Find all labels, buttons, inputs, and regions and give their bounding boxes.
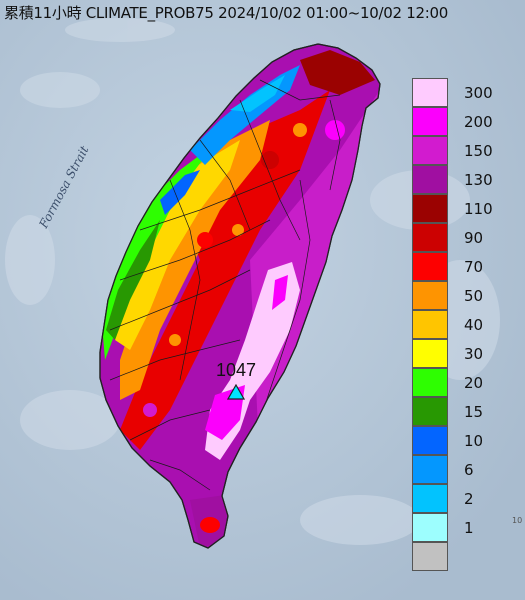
legend-swatch-none	[412, 542, 448, 571]
rainfall-zones	[100, 50, 380, 548]
legend-label-150: 150	[464, 142, 493, 160]
legend-swatch-50	[412, 281, 448, 310]
legend-label-300: 300	[464, 84, 493, 102]
legend-swatch-110	[412, 194, 448, 223]
max-location-marker-icon	[227, 384, 245, 400]
legend-label-1: 1	[464, 519, 474, 537]
legend-swatch-15	[412, 397, 448, 426]
legend-label-10: 10	[464, 432, 484, 450]
legend-label-30: 30	[464, 345, 484, 363]
edge-tag: 10	[512, 516, 523, 525]
max-value-label: 1047	[216, 360, 257, 380]
legend-label-6: 6	[464, 461, 474, 479]
legend-swatch-130	[412, 165, 448, 194]
legend-swatch-70	[412, 252, 448, 281]
legend-label-200: 200	[464, 113, 493, 131]
legend-label-40: 40	[464, 316, 484, 334]
legend-label-90: 90	[464, 229, 484, 247]
legend-label-15: 15	[464, 403, 484, 421]
legend-label-2: 2	[464, 490, 474, 508]
legend-label-50: 50	[464, 287, 484, 305]
map-title: 累積11小時 CLIMATE_PROB75 2024/10/02 01:00~1…	[4, 4, 448, 22]
legend-swatch-30	[412, 339, 448, 368]
legend-label-20: 20	[464, 374, 484, 392]
legend-swatch-1	[412, 513, 448, 542]
legend-swatch-6	[412, 455, 448, 484]
legend-swatch-300	[412, 78, 448, 107]
legend-swatch-90	[412, 223, 448, 252]
legend-swatch-200	[412, 107, 448, 136]
legend-swatch-2	[412, 484, 448, 513]
legend-label-110: 110	[464, 200, 493, 218]
color-legend: 300 200 150 130 110 90 70 50 40 30 20 15 10 6 2 1	[412, 78, 510, 571]
legend-swatch-20	[412, 368, 448, 397]
legend-swatch-10	[412, 426, 448, 455]
legend-swatch-40	[412, 310, 448, 339]
legend-label-70: 70	[464, 258, 484, 276]
legend-swatch-150	[412, 136, 448, 165]
legend-label-130: 130	[464, 171, 493, 189]
